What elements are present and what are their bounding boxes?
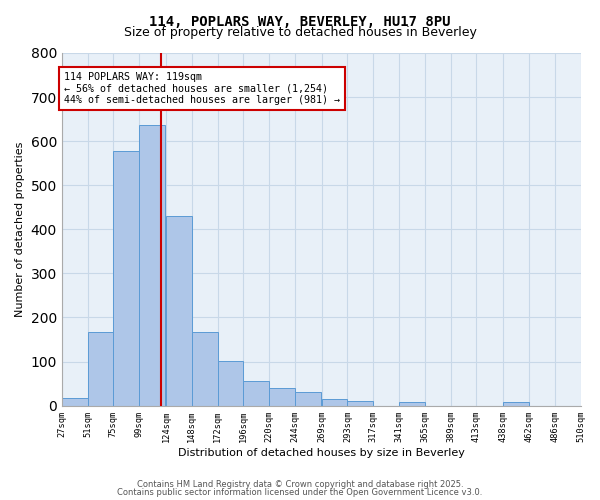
Bar (269, 388, 295, 406)
Bar (88, 332, 113, 406)
Bar (322, 400, 347, 406)
Bar (62, 398, 88, 406)
Bar (295, 392, 320, 406)
Bar (139, 125, 165, 406)
Bar (399, 402, 425, 406)
Bar (166, 216, 192, 406)
Y-axis label: Number of detached properties: Number of detached properties (15, 142, 25, 317)
Text: Contains HM Land Registry data © Crown copyright and database right 2025.: Contains HM Land Registry data © Crown c… (137, 480, 463, 489)
Bar (218, 360, 243, 406)
Text: Contains public sector information licensed under the Open Government Licence v3: Contains public sector information licen… (118, 488, 482, 497)
Bar (192, 332, 218, 406)
Bar (503, 402, 529, 406)
Text: 114, POPLARS WAY, BEVERLEY, HU17 8PU: 114, POPLARS WAY, BEVERLEY, HU17 8PU (149, 15, 451, 29)
Text: Size of property relative to detached houses in Beverley: Size of property relative to detached ho… (124, 26, 476, 39)
Text: 114 POPLARS WAY: 119sqm
← 56% of detached houses are smaller (1,254)
44% of semi: 114 POPLARS WAY: 119sqm ← 56% of detache… (64, 72, 340, 104)
Bar (243, 381, 269, 406)
Bar (347, 401, 373, 406)
Bar (113, 152, 139, 406)
X-axis label: Distribution of detached houses by size in Beverley: Distribution of detached houses by size … (178, 448, 464, 458)
